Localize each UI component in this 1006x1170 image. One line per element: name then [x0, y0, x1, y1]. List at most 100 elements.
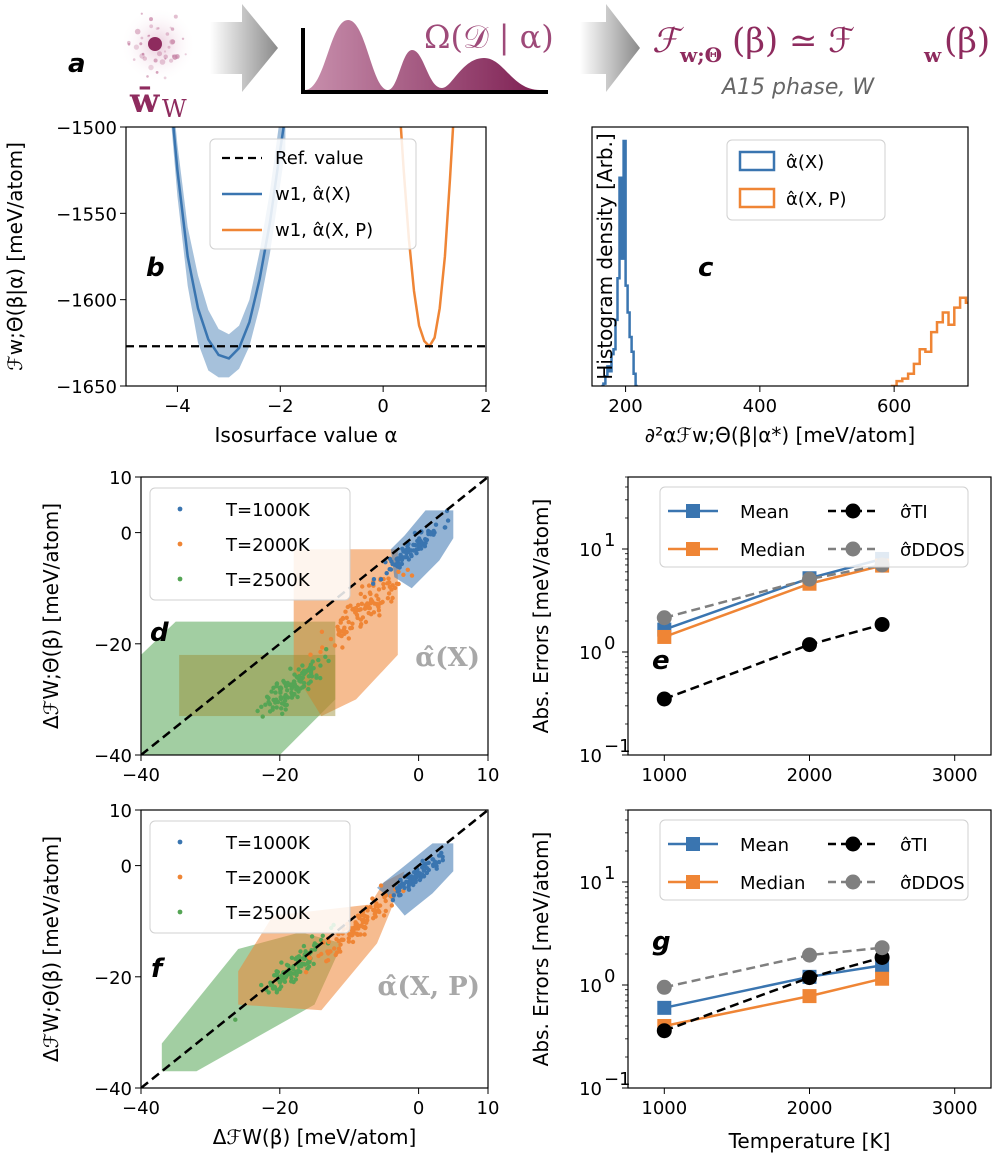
scatter-point	[353, 610, 358, 615]
legend-frame	[149, 487, 351, 601]
legend-label: w1, α̂(X, P)	[275, 220, 373, 241]
scatter-point	[366, 583, 372, 588]
legend-marker	[686, 542, 700, 556]
scatter-point	[386, 576, 391, 581]
scatter-point	[274, 683, 279, 689]
scatter-point	[341, 937, 346, 942]
scatter-point	[306, 674, 312, 679]
scatter-point	[383, 898, 388, 904]
scatter-point	[323, 654, 328, 659]
identity-line	[141, 810, 488, 1088]
scatter-point	[436, 853, 442, 858]
scatter-point	[295, 969, 300, 974]
scatter-point	[306, 686, 311, 692]
scatter-point	[417, 877, 423, 883]
scatter-point	[289, 955, 295, 960]
scatter-point	[420, 872, 425, 877]
scatter-point	[376, 608, 382, 613]
scatter-point	[399, 882, 405, 887]
y-tick-label: 10	[579, 746, 602, 767]
scatter-point	[433, 522, 439, 527]
legend-d: T=1000K T=2000K T=2500K	[149, 487, 351, 601]
scatter-point	[302, 956, 307, 962]
scatter-point	[385, 581, 390, 586]
x-axis-label: ΔℱW(β) [meV/atom]	[213, 1125, 417, 1149]
scatter-point	[431, 528, 436, 534]
scatter-point	[370, 599, 375, 605]
scatter-point	[406, 557, 411, 562]
scatter-point	[328, 636, 334, 642]
legend-marker	[686, 875, 700, 889]
cloud-dot	[140, 36, 144, 40]
scatter-point	[284, 702, 289, 708]
y-tick-label: 10	[579, 976, 602, 997]
scatter-point	[291, 679, 297, 684]
data-marker	[656, 610, 672, 626]
scatter-point	[318, 663, 323, 668]
scatter-point	[350, 621, 355, 626]
scatter-point	[355, 615, 360, 621]
x-axis-label: ∂²αℱw;Θ(β|α*) [meV/atom]	[645, 423, 915, 447]
legend-marker	[845, 503, 861, 519]
scatter-point	[405, 546, 411, 551]
y-tick-exponent: 1	[604, 530, 615, 551]
scatter-point	[401, 572, 406, 577]
scatter-point	[281, 678, 286, 684]
x-tick-label: 600	[877, 396, 911, 417]
data-marker	[657, 629, 672, 644]
scatter-point	[273, 690, 278, 695]
panel-b: −4 −2 0 2 −1650 −1600 −1550 −1500 Isosurface val…	[3, 118, 492, 447]
scatter-point	[307, 959, 312, 964]
cloud-dot	[153, 58, 158, 63]
cloud-dot	[149, 17, 153, 22]
hull-T=2500K	[141, 621, 336, 755]
scatter-point	[326, 939, 331, 945]
scatter-point	[432, 859, 438, 864]
data-marker	[874, 940, 890, 956]
omega-label: Ω(𝒟 | α)	[424, 18, 554, 56]
y-tick-label: 0	[121, 857, 132, 878]
scatter-point	[289, 975, 294, 981]
data-marker	[802, 637, 817, 653]
data-marker	[874, 616, 890, 632]
scatter-point	[280, 711, 285, 716]
formula-mid: (β) ≃ ℱ	[732, 21, 855, 61]
legend-marker	[845, 836, 861, 852]
scatter-point	[362, 932, 367, 937]
axes-frame	[591, 126, 969, 387]
y-axis-label: Abs. Errors [meV/atom]	[529, 832, 553, 1067]
scatter-point	[397, 564, 402, 569]
scatter-point	[332, 643, 338, 648]
scatter-point	[416, 536, 422, 542]
legend-label: T=1000K	[225, 500, 311, 521]
cloud-dot	[139, 53, 145, 59]
data-marker	[802, 970, 817, 986]
atom-center-icon	[148, 37, 162, 51]
panel-label-c: c	[698, 253, 714, 283]
scatter-point	[428, 531, 433, 537]
scatter-point	[283, 692, 288, 698]
cloud-dot	[170, 27, 175, 31]
scatter-point	[394, 581, 400, 586]
scatter-point	[298, 949, 303, 954]
y-tick-label: 10	[109, 801, 132, 822]
scatter-point	[359, 622, 364, 627]
series-line-σ̂TI	[663, 623, 883, 701]
x-axis-label: Isosurface value α	[215, 423, 398, 447]
scatter-point	[308, 652, 313, 657]
scatter-point	[295, 694, 300, 700]
scatter-point	[296, 667, 301, 672]
cloud-dot	[184, 53, 187, 56]
legend-label: σ̂TI	[900, 502, 928, 523]
y-tick-label: 10	[579, 873, 602, 894]
legend-frame	[149, 820, 351, 934]
x-tick-label: 2000	[787, 1098, 833, 1119]
scatter-point	[336, 946, 342, 951]
scatter-point	[440, 854, 445, 859]
cloud-dot	[169, 58, 174, 63]
legend-label: Ref. value	[275, 148, 363, 169]
y-tick-label: 10	[579, 1079, 602, 1100]
cloud-dot	[163, 76, 167, 80]
